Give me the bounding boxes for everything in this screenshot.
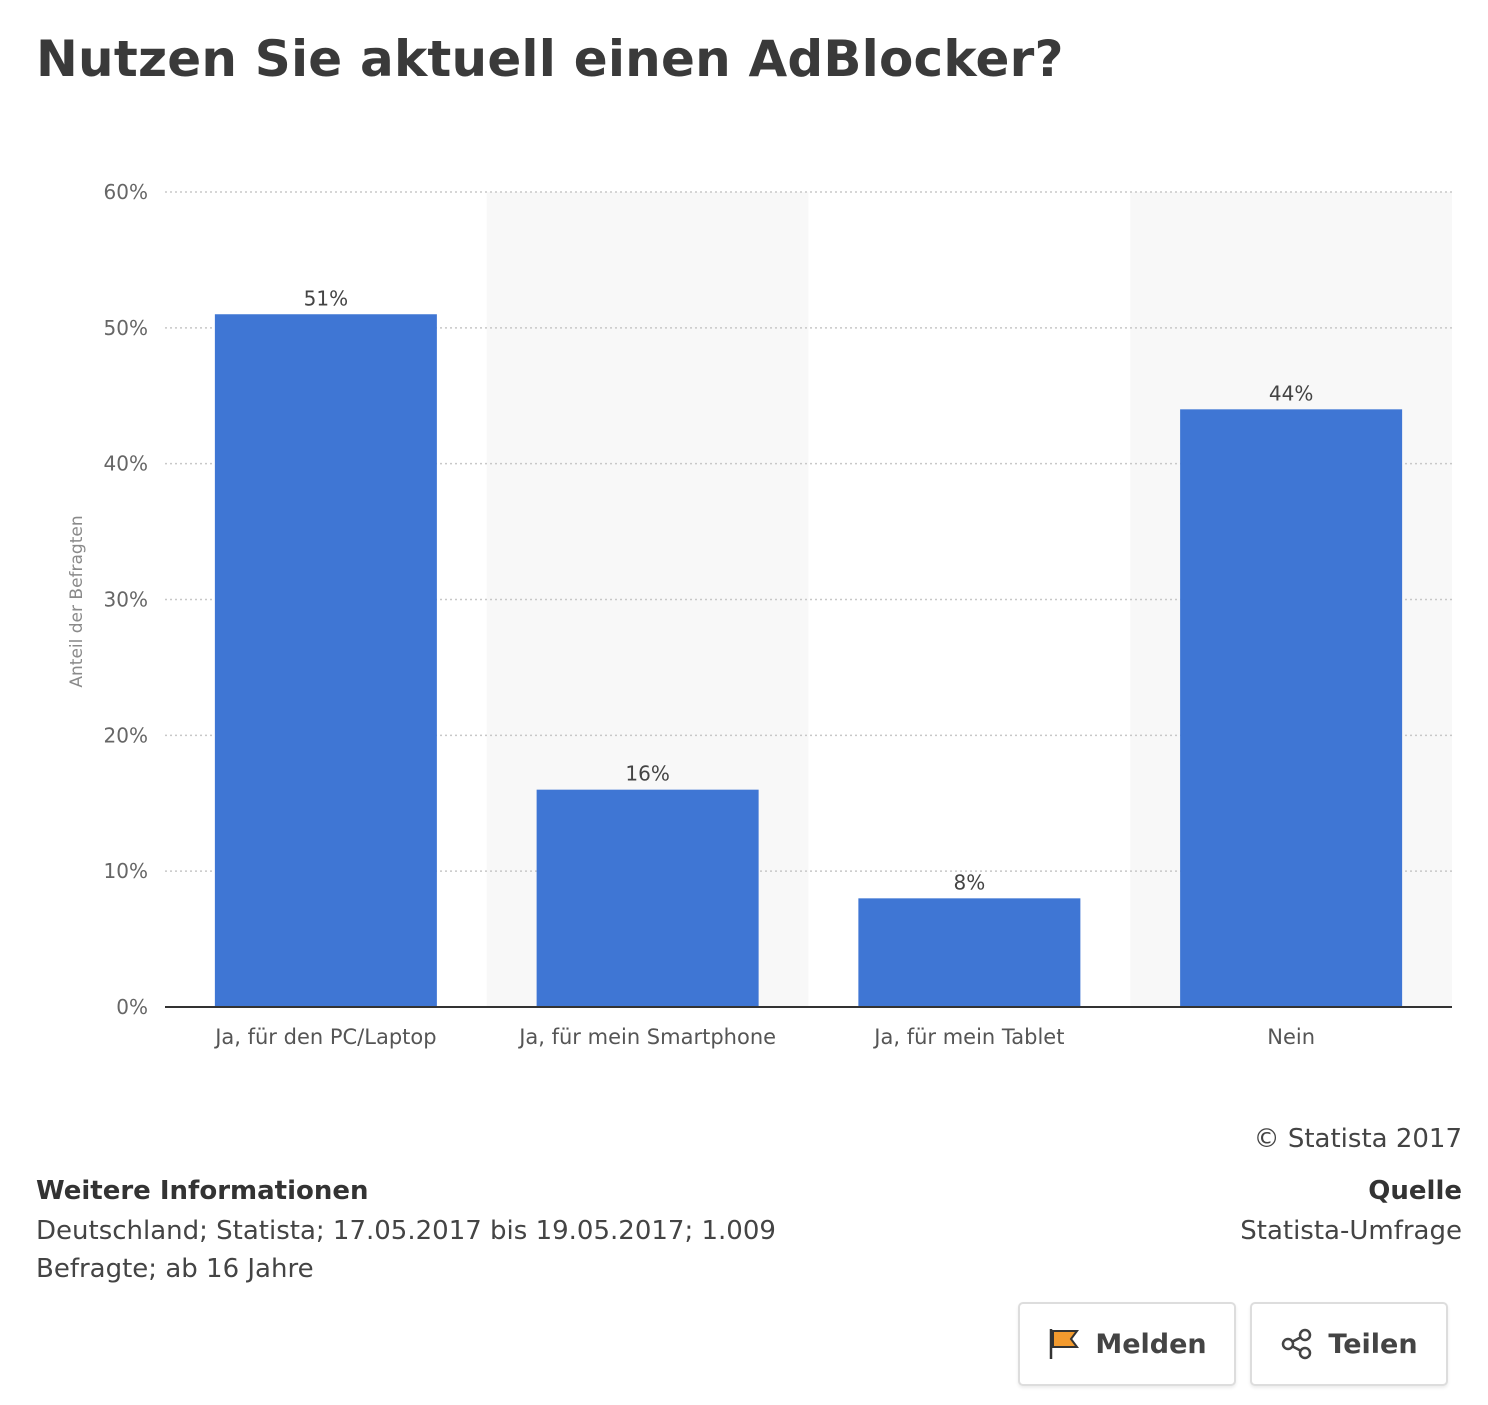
flag-icon: [1047, 1327, 1081, 1361]
y-tick-label: 40%: [104, 452, 148, 476]
report-button[interactable]: Melden: [1018, 1302, 1236, 1386]
y-axis-label: Anteil der Befragten: [67, 515, 87, 687]
source-text[interactable]: Statista-Umfrage: [1240, 1216, 1462, 1246]
report-label: Melden: [1095, 1328, 1207, 1360]
category-labels: Ja, für den PC/Laptop Ja, für mein Smartp…: [213, 1025, 1315, 1049]
data-label: 16%: [625, 762, 669, 786]
copyright[interactable]: © Statista 2017: [1253, 1124, 1462, 1154]
bars: [214, 314, 1403, 1007]
share-label: Teilen: [1328, 1328, 1418, 1360]
y-tick-label: 30%: [104, 588, 148, 612]
y-tick-label: 0%: [116, 995, 148, 1019]
share-button[interactable]: Teilen: [1250, 1302, 1448, 1386]
y-tick-label: 50%: [104, 316, 148, 340]
bar: [1180, 409, 1403, 1007]
data-label: 44%: [1269, 381, 1313, 405]
data-label: 51%: [304, 286, 348, 310]
info-text: Deutschland; Statista; 17.05.2017 bis 19…: [36, 1216, 776, 1284]
bar: [214, 314, 437, 1007]
category-label: Ja, für mein Tablet: [872, 1025, 1064, 1049]
bar: [858, 898, 1081, 1007]
category-label: Nein: [1267, 1025, 1315, 1049]
y-tick-label: 20%: [104, 723, 148, 747]
source: Quelle Statista-Umfrage: [1240, 1176, 1462, 1250]
y-tick-label: 60%: [104, 180, 148, 204]
bar-chart: 0% 10% 20% 30% 40% 50% 60% 51% 16% 8% 44% Ja, für…: [67, 180, 1452, 1049]
chart-title: Nutzen Sie aktuell einen AdBlocker?: [36, 30, 1064, 88]
share-icon: [1280, 1327, 1314, 1361]
y-tick-label: 10%: [104, 859, 148, 883]
data-label: 8%: [954, 870, 986, 894]
source-heading: Quelle: [1368, 1176, 1462, 1206]
y-tick-labels: 0% 10% 20% 30% 40% 50% 60%: [104, 180, 148, 1019]
bar: [536, 789, 759, 1007]
category-label: Ja, für mein Smartphone: [517, 1025, 776, 1049]
info-heading: Weitere Informationen: [36, 1176, 369, 1206]
data-labels: 51% 16% 8% 44%: [304, 286, 1314, 894]
further-information: Weitere Informationen Deutschland; Stati…: [36, 1176, 796, 1288]
category-label: Ja, für den PC/Laptop: [213, 1025, 436, 1049]
